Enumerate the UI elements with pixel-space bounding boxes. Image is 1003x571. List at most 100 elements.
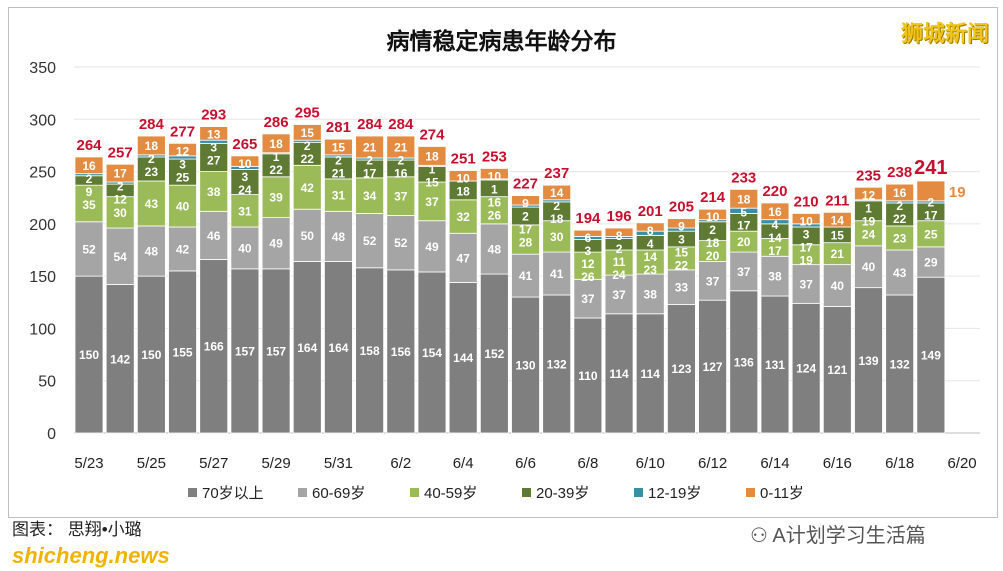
bar-segment-40-59 <box>635 249 665 275</box>
data-label: 10 <box>238 157 252 171</box>
total-label: 284 <box>139 116 165 133</box>
data-label: 21 <box>394 140 408 154</box>
data-label: 49 <box>269 237 283 251</box>
legend-label: 0-11岁 <box>760 485 804 502</box>
bar-segment-70+ <box>417 271 447 434</box>
data-label: 12 <box>176 144 190 158</box>
legend-swatch-60-69 <box>298 488 307 497</box>
bar-segment-60-69 <box>479 223 509 275</box>
x-tick-label: 5/31 <box>324 455 353 472</box>
bar-segment-0-11 <box>760 202 790 221</box>
data-label: 18 <box>706 236 720 250</box>
data-label: 41 <box>550 267 564 281</box>
bar-segment-0-11 <box>324 138 353 156</box>
data-label: 40 <box>862 260 876 274</box>
data-label: 1 <box>865 201 872 215</box>
data-label: 2 <box>896 199 903 213</box>
total-label: 241 <box>914 157 947 179</box>
data-label: 42 <box>176 242 190 256</box>
bar-segment-60-69 <box>74 221 104 277</box>
bar-segment-70+ <box>105 284 135 434</box>
bar-segment-0-11 <box>261 133 291 154</box>
bar-segment-60-69 <box>635 273 665 315</box>
bar-segment-60-69 <box>261 217 291 270</box>
data-label: 17 <box>768 244 782 258</box>
bar-segment-0-11 <box>885 183 915 202</box>
data-label: 15 <box>831 228 845 242</box>
bar-segment-70+ <box>791 302 821 434</box>
bar-segment-20-39 <box>136 156 166 182</box>
total-label: 227 <box>513 176 538 193</box>
data-label: 22 <box>675 259 689 273</box>
data-label: 30 <box>550 230 564 244</box>
y-tick-label: 150 <box>29 269 56 286</box>
bar-segment-70+ <box>854 287 883 434</box>
x-tick-label: 6/16 <box>823 455 852 472</box>
bar-segment-0-11 <box>105 163 135 183</box>
data-label: 34 <box>363 189 377 203</box>
data-label: 14 <box>831 213 845 227</box>
data-label: 149 <box>921 349 941 363</box>
y-tick-label: 0 <box>47 426 56 443</box>
data-label: 49 <box>425 240 439 254</box>
bar-segment-60-69 <box>136 225 166 277</box>
data-label: 3 <box>678 233 685 247</box>
bar-segment-40-59 <box>168 184 197 228</box>
total-label: 277 <box>170 123 195 140</box>
data-label: 21 <box>831 247 845 261</box>
total-label: 293 <box>201 107 226 124</box>
data-label: 18 <box>425 149 439 163</box>
data-label: 37 <box>799 277 813 291</box>
bar-segment-70+ <box>604 313 634 434</box>
total-label: 210 <box>794 193 819 210</box>
data-label: 22 <box>269 163 283 177</box>
bar-segment-0-11 <box>511 195 540 206</box>
legend-swatch-20-39 <box>522 488 531 497</box>
watermark-logo: 狮城新闻 <box>900 21 989 46</box>
x-tick-label: 6/12 <box>698 455 727 472</box>
data-label: 3 <box>585 244 592 258</box>
data-label: 17 <box>519 223 533 237</box>
data-label: 16 <box>893 186 907 200</box>
total-label: 274 <box>419 126 445 143</box>
bar-segment-0-11 <box>791 212 821 225</box>
data-label: 26 <box>488 208 502 222</box>
bar-segment-40-59 <box>511 224 540 255</box>
data-label: 144 <box>453 351 473 365</box>
data-label: 19 <box>799 253 813 267</box>
data-label: 26 <box>581 270 595 284</box>
total-label: 214 <box>700 189 726 206</box>
bar-segment-70+ <box>635 313 665 434</box>
bar-segment-20-39 <box>168 158 197 186</box>
data-label: 124 <box>796 362 816 376</box>
bar-segment-60-69 <box>916 246 946 278</box>
data-label: 142 <box>110 352 130 366</box>
data-label: 12 <box>114 193 128 207</box>
bar-segment-60-69 <box>292 208 322 262</box>
data-label: 28 <box>519 236 533 250</box>
data-label: 2 <box>366 153 373 167</box>
data-label: 46 <box>207 229 221 243</box>
data-label: 8 <box>647 224 654 238</box>
data-label: 2 <box>928 195 935 209</box>
data-label: 3 <box>803 227 810 241</box>
data-label: 25 <box>924 227 938 241</box>
data-label: 38 <box>207 185 221 199</box>
x-tick-label: 5/27 <box>199 455 228 472</box>
data-label: 17 <box>363 166 377 180</box>
data-label: 13 <box>207 128 221 142</box>
data-label: 114 <box>609 367 629 381</box>
data-label: 157 <box>266 344 286 358</box>
data-label: 52 <box>82 242 96 256</box>
bar-segment-0-11 <box>136 135 166 156</box>
bar-segment-0-11 <box>635 222 665 232</box>
bar-segment-0-11 <box>417 146 447 166</box>
bar-segment-70+ <box>355 267 385 434</box>
total-label: 286 <box>264 114 289 131</box>
data-label: 130 <box>516 359 536 373</box>
data-label: 14 <box>644 250 658 264</box>
x-tick-label: 6/6 <box>515 455 536 472</box>
bar-segment-0-11 <box>292 124 322 141</box>
total-label: 253 <box>482 148 507 165</box>
data-label: 164 <box>328 341 348 355</box>
